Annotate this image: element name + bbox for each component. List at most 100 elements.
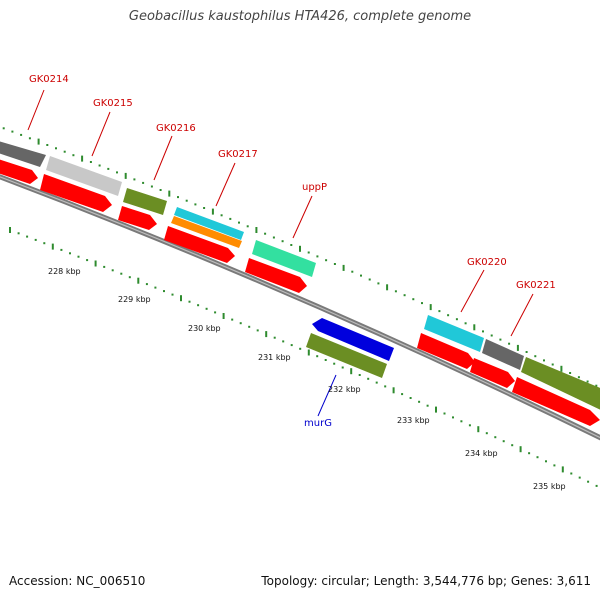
scale-tick [145, 283, 148, 286]
scale-label: 230 kbp [188, 324, 221, 333]
outer-tick [351, 270, 354, 273]
outer-tick [534, 355, 537, 358]
scale-tick [502, 440, 505, 443]
cds-arrow-gk0221-b[interactable] [512, 377, 600, 426]
outer-tick [482, 330, 484, 333]
scale-tick [570, 472, 573, 475]
cds-arrow-gk0220[interactable] [417, 333, 475, 369]
gene-block-murg[interactable] [306, 333, 387, 378]
scale-tick [111, 269, 114, 272]
scale-tick [26, 235, 29, 238]
outer-tick [211, 208, 214, 215]
scale-label: 232 kbp [328, 385, 361, 394]
outer-tick [11, 130, 14, 133]
outer-tick [37, 138, 40, 145]
scale-tick [77, 255, 80, 258]
scale-tick [51, 243, 54, 250]
outer-tick [412, 298, 415, 301]
scale-tick [197, 304, 200, 307]
gene-block-gk0214[interactable] [0, 140, 46, 167]
outer-tick [159, 189, 162, 191]
outer-tick [133, 178, 136, 181]
gene-block-gk0215[interactable] [46, 156, 122, 196]
gene-block-gk0217-b[interactable] [171, 216, 242, 248]
outer-tick [464, 322, 467, 325]
outer-tick [360, 274, 362, 277]
gene-block-gk0216[interactable] [123, 188, 167, 215]
gene-block-murg-reverse[interactable] [312, 318, 394, 361]
outer-tick [333, 263, 336, 265]
scale-tick [324, 359, 327, 361]
scale-tick [248, 325, 251, 328]
genome-summary-text: Topology: circular; Length: 3,544,776 bp… [261, 574, 591, 588]
gene-label: murG [304, 418, 332, 429]
gene-block-gk0217-a[interactable] [174, 207, 244, 240]
outer-tick [46, 144, 49, 146]
outer-tick [508, 342, 511, 345]
cds-arrow-gk0217[interactable] [164, 226, 235, 263]
scale-tick [180, 295, 182, 302]
scale-tick [222, 313, 225, 319]
scale-tick [171, 293, 174, 296]
outer-tick [194, 203, 197, 206]
outer-tick [89, 161, 92, 163]
accession-text: Accession: NC_006510 [9, 574, 146, 588]
murg-leader [317, 374, 337, 417]
scale-tick [273, 336, 276, 339]
outer-tick [368, 278, 371, 281]
gene-block-gk0221-grey[interactable] [482, 339, 524, 370]
gene-label: GK0215 [93, 98, 133, 109]
gene-block-gk0221[interactable] [521, 357, 600, 412]
outer-tick [551, 363, 554, 366]
gene-labels: GK0214 GK0215 GK0216 GK0217 uppP murG GK… [29, 74, 556, 429]
scale-tick [60, 248, 63, 251]
scale-tick [519, 446, 522, 453]
scale-tick [553, 464, 556, 467]
scale-tick [477, 426, 480, 433]
outer-tick [264, 232, 267, 235]
outer-tick [168, 190, 171, 197]
outer-tick [229, 217, 232, 220]
outer-tick [307, 251, 310, 254]
outer-tick [177, 196, 179, 199]
outer-tick [403, 294, 406, 297]
scale-tick [468, 424, 471, 427]
scale-tick [94, 260, 97, 267]
outer-tick [473, 324, 476, 331]
gene-block-gk0220[interactable] [424, 315, 484, 352]
outer-tick [116, 171, 118, 174]
outer-tick [142, 181, 145, 184]
outer-tick [490, 334, 493, 337]
cds-arrow-gk0216[interactable] [118, 206, 157, 230]
outer-tick [203, 207, 206, 209]
outer-tick [386, 284, 389, 291]
outer-tick [421, 302, 423, 305]
outer-tick [560, 365, 563, 372]
cds-arrow-gk0221-a[interactable] [470, 358, 515, 388]
outer-tick [185, 199, 188, 202]
gene-label: GK0214 [29, 74, 69, 85]
outer-tick [72, 154, 75, 157]
cds-arrow-uppp[interactable] [245, 258, 307, 293]
scale-tick-row [9, 227, 598, 487]
scale-tick [188, 300, 191, 303]
outer-tick [569, 372, 572, 374]
scale-tick [137, 277, 140, 284]
outer-tick [342, 264, 345, 271]
outer-tick [394, 290, 397, 293]
outer-tick [577, 376, 580, 379]
scale-label: 231 kbp [258, 353, 291, 362]
scale-tick [341, 366, 344, 369]
scale-tick [205, 307, 208, 310]
cds-arrow-gk0214[interactable] [0, 158, 38, 184]
outer-tick [290, 244, 293, 246]
scale-tick [435, 406, 437, 413]
outer-tick [438, 310, 441, 313]
scale-tick [587, 480, 590, 483]
scale-tick [154, 286, 157, 289]
scale-tick [494, 436, 497, 439]
outer-tick [220, 214, 223, 217]
scale-tick [256, 329, 259, 332]
cds-arrow-gk0215[interactable] [40, 174, 112, 212]
gene-block-uppp[interactable] [252, 240, 316, 277]
